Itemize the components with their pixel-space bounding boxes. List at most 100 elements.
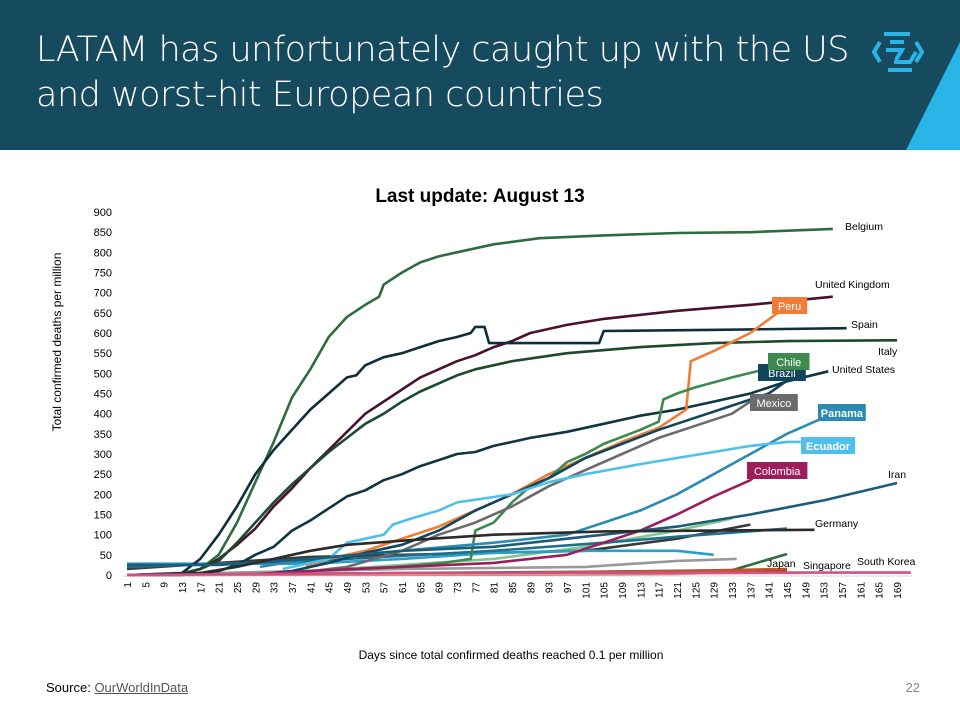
x-tick-label: 17 (196, 582, 207, 594)
y-tick-label: 300 (94, 449, 112, 461)
x-tick-label: 33 (270, 582, 281, 594)
x-tick-label: 13 (178, 582, 189, 594)
page-number: 22 (905, 680, 920, 695)
accent-triangle (906, 42, 960, 150)
x-tick-label: 109 (618, 582, 629, 599)
x-tick-label: 113 (636, 582, 647, 598)
x-tick-label: 165 (875, 582, 886, 599)
y-tick-label: 700 (94, 288, 112, 300)
data-label-chile: Chile (768, 353, 810, 370)
data-label-colombia: Colombia (747, 462, 808, 479)
data-label-belgium: Belgium (845, 221, 883, 233)
label-box (750, 394, 798, 411)
x-tick-label: 133 (728, 582, 739, 599)
x-tick-label: 61 (398, 582, 409, 594)
x-tick-label: 121 (673, 582, 684, 599)
x-tick-label: 45 (325, 582, 336, 594)
label-text: Peru (778, 301, 801, 313)
data-label-panama: Panama (818, 404, 866, 421)
series-line-brazil (259, 376, 793, 576)
x-tick-label: 57 (380, 582, 391, 594)
y-tick-label: 900 (94, 207, 112, 219)
x-tick-label: 101 (581, 582, 592, 599)
label-box (747, 462, 808, 479)
x-tick-label: 149 (801, 582, 812, 599)
x-tick-label: 65 (416, 582, 427, 594)
label-box (768, 353, 810, 370)
label-text: Mexico (756, 398, 791, 410)
label-text: Panama (821, 408, 864, 420)
y-tick-label: 450 (94, 389, 112, 401)
y-tick-label: 400 (94, 409, 112, 421)
x-tick-label: 145 (783, 582, 794, 599)
source-footer: Source: OurWorldInData (46, 680, 188, 695)
x-tick-label: 153 (820, 582, 831, 599)
x-tick-label: 93 (545, 582, 556, 594)
label-box (801, 437, 856, 454)
x-tick-label: 9 (160, 582, 171, 588)
label-text: Ecuador (806, 441, 851, 453)
y-tick-label: 650 (94, 308, 112, 320)
x-tick-label: 129 (710, 582, 721, 599)
y-tick-label: 850 (94, 227, 112, 239)
y-tick-label: 350 (94, 429, 112, 441)
data-label-peru: Peru (772, 297, 808, 314)
data-label-germany: Germany (815, 518, 859, 530)
x-tick-label: 21 (215, 582, 226, 594)
y-tick-label: 550 (94, 348, 112, 360)
x-axis-title: Days since total confirmed deaths reache… (359, 648, 664, 662)
y-tick-label: 250 (94, 469, 112, 481)
x-tick-label: 5 (141, 582, 152, 588)
x-tick-label: 69 (435, 582, 446, 594)
x-tick-label: 49 (343, 582, 354, 594)
x-tick-label: 157 (838, 582, 849, 599)
slide-header: LATAM has unfortunately caught up with t… (0, 0, 960, 150)
y-tick-label: 750 (94, 268, 112, 280)
label-box (772, 297, 808, 314)
x-tick-label: 85 (508, 582, 519, 594)
series-line-united-kingdom (126, 295, 833, 577)
data-label-mexico: Mexico (750, 394, 798, 411)
slide-title: LATAM has unfortunately caught up with t… (36, 28, 850, 118)
company-logo-icon (872, 32, 925, 72)
data-label-united-kingdom: United Kingdom (815, 279, 890, 291)
x-tick-label: 25 (233, 582, 244, 594)
x-tick-label: 105 (600, 582, 611, 599)
data-label-spain: Spain (851, 319, 878, 331)
data-label-iran: Iran (888, 469, 906, 481)
x-tick-label: 73 (453, 582, 464, 594)
x-tick-label: 161 (856, 582, 867, 599)
x-tick-label: 169 (893, 582, 904, 599)
slide-title-line-1: LATAM has unfortunately caught up with t… (36, 30, 850, 70)
data-label-italy: Italy (878, 346, 898, 358)
data-label-singapore: Singapore (803, 560, 851, 572)
x-tick-label: 137 (746, 582, 757, 599)
series-line-italy (126, 339, 898, 577)
y-tick-label: 100 (94, 530, 112, 542)
source-label: Source: (46, 680, 91, 695)
slide-title-line-2: and worst-hit European countries (36, 75, 604, 115)
data-label-ecuador: Ecuador (801, 437, 856, 454)
x-tick-label: 37 (288, 582, 299, 594)
series-line-ecuador (282, 440, 801, 571)
label-text: Brazil (768, 368, 796, 380)
y-tick-label: 600 (94, 328, 112, 340)
data-label-japan: Japan (767, 558, 796, 570)
y-axis-title: Total confirmed deaths per million (50, 253, 64, 432)
y-tick-label: 50 (100, 550, 112, 562)
x-tick-label: 41 (306, 582, 317, 594)
series-line-belgium (126, 227, 833, 577)
source-link[interactable]: OurWorldInData (94, 680, 189, 695)
series-line-spain (126, 325, 847, 577)
x-tick-label: 53 (361, 582, 372, 594)
x-tick-label: 1 (123, 582, 134, 588)
y-tick-label: 500 (94, 368, 112, 380)
series-line-peru (305, 311, 779, 569)
series-line-colombia (259, 471, 761, 576)
x-tick-label: 117 (655, 582, 666, 598)
x-tick-label: 81 (490, 582, 501, 594)
series-line-united-states (127, 370, 829, 577)
series-line-south-korea (126, 571, 911, 577)
x-tick-label: 97 (563, 582, 574, 594)
y-tick-label: 0 (106, 570, 112, 582)
